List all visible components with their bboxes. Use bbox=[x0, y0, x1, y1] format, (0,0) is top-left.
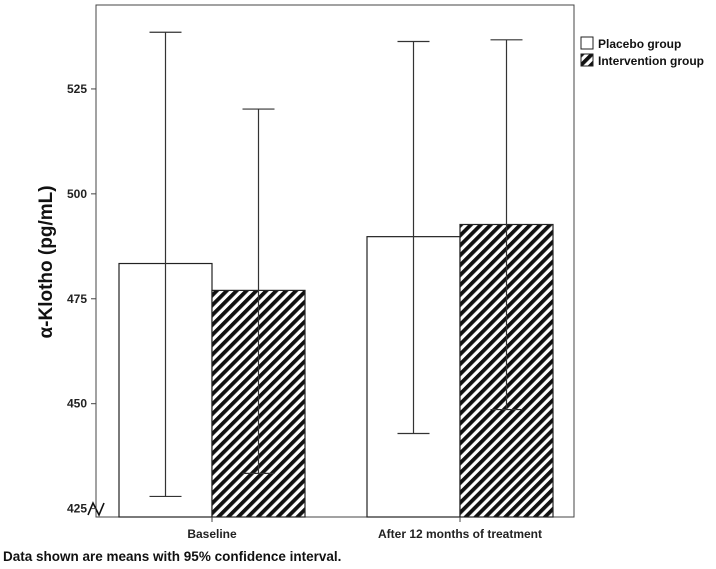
x-tick-label: After 12 months of treatment bbox=[378, 527, 542, 541]
x-tick-label: Baseline bbox=[187, 527, 237, 541]
chart: 425 450 475 500 525 Baseline After 12 months … bbox=[36, 4, 704, 541]
legend-label: Intervention group bbox=[598, 54, 704, 68]
legend-label: Placebo group bbox=[598, 37, 681, 51]
legend-swatch bbox=[580, 36, 594, 50]
y-axis-title: α-Klotho (pg/mL) bbox=[36, 185, 57, 338]
chart-caption: Data shown are means with 95% confidence… bbox=[3, 549, 342, 564]
legend-swatch bbox=[580, 53, 594, 67]
y-tick-label: 425 bbox=[67, 502, 87, 516]
y-tick-label: 500 bbox=[67, 187, 87, 201]
plot-frame bbox=[95, 4, 575, 518]
y-tick-label: 525 bbox=[67, 82, 87, 96]
y-tick-label: 475 bbox=[67, 292, 87, 306]
y-tick-label: 450 bbox=[67, 397, 87, 411]
